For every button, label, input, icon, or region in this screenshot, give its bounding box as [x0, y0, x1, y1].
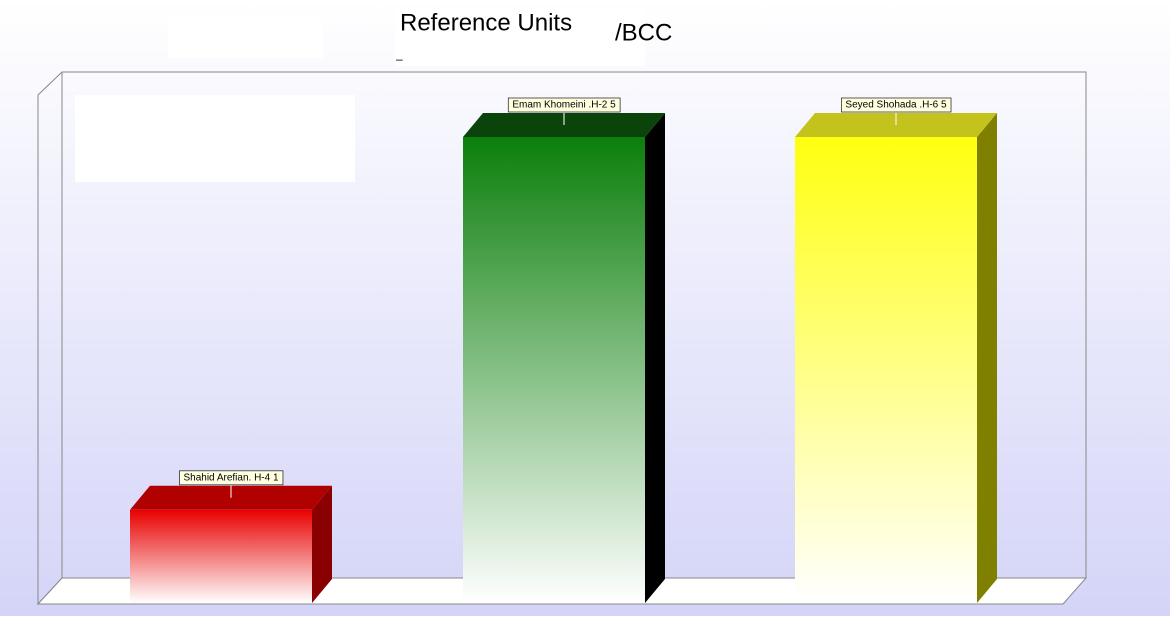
data-label-box	[507, 97, 621, 113]
chart-subtitle: /BCC	[615, 19, 672, 46]
bar	[463, 137, 645, 603]
blank-panel	[168, 18, 323, 58]
bar-side	[977, 113, 997, 603]
bar	[130, 509, 312, 603]
title-panel	[395, 8, 645, 66]
annotation: –	[396, 52, 403, 66]
legend-panel	[75, 95, 355, 182]
bar-side	[312, 485, 332, 603]
bar	[795, 137, 977, 603]
data-label: Emam Khomeini .H-2 5	[512, 100, 616, 111]
data-label: Seyed Shohada .H-6 5	[845, 100, 947, 111]
data-label-box	[841, 97, 952, 113]
chart-title: Reference Units	[400, 9, 572, 36]
data-label: Shahid Arefian. H-4 1	[183, 472, 278, 483]
data-label-box	[179, 470, 284, 486]
bar-side	[645, 113, 665, 603]
